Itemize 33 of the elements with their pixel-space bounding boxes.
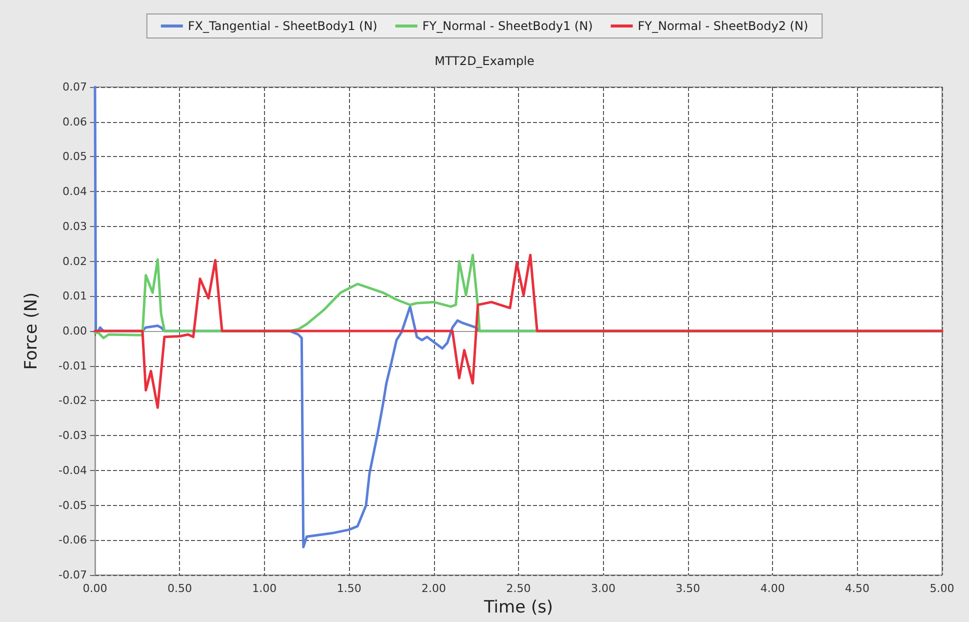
y-tick-label: 0.04 [62,185,87,198]
y-tick-label: 0.06 [62,115,87,128]
legend-label: FY_Normal - SheetBody2 (N) [638,19,808,33]
x-tick-label: 2.00 [422,582,446,595]
y-tick-label: -0.04 [58,464,87,477]
x-tick-label: 5.00 [930,582,954,595]
y-tick-label: -0.02 [58,394,87,408]
y-tick-label: 0.05 [62,150,87,164]
line-series [94,254,944,409]
y-axis-title: Force (N) [22,292,42,370]
x-tick-label: 4.00 [760,582,785,595]
y-tick-label: -0.06 [58,534,87,547]
legend-label: FX_Tangential - SheetBody1 (N) [188,19,378,33]
x-tick-label: 0.00 [82,582,108,595]
y-tick-label: 0.01 [62,290,87,303]
y-tick-label: -0.07 [58,568,87,582]
y-tick-label: -0.01 [58,359,87,372]
x-tick-label: 3.50 [676,582,700,595]
x-tick-label: 0.50 [167,582,192,595]
y-tick-label: 0.02 [62,254,87,268]
x-tick-label: 1.50 [336,582,362,595]
x-tick-label: 1.00 [252,582,277,595]
y-tick-label: -0.03 [58,429,87,442]
legend-label: FY_Normal - SheetBody1 (N) [422,19,593,33]
chart-title: MTT2D_Example [434,54,534,68]
y-tick-label: 0.00 [62,324,87,338]
y-tick-label: 0.07 [62,80,87,94]
x-tick-label: 3.00 [590,582,616,595]
y-tick-label: 0.03 [62,220,87,233]
x-tick-label: 4.50 [845,582,870,595]
y-tick-label: -0.05 [58,498,87,512]
x-axis-title: Time (s) [482,598,554,618]
x-tick-label: 2.50 [506,582,531,595]
